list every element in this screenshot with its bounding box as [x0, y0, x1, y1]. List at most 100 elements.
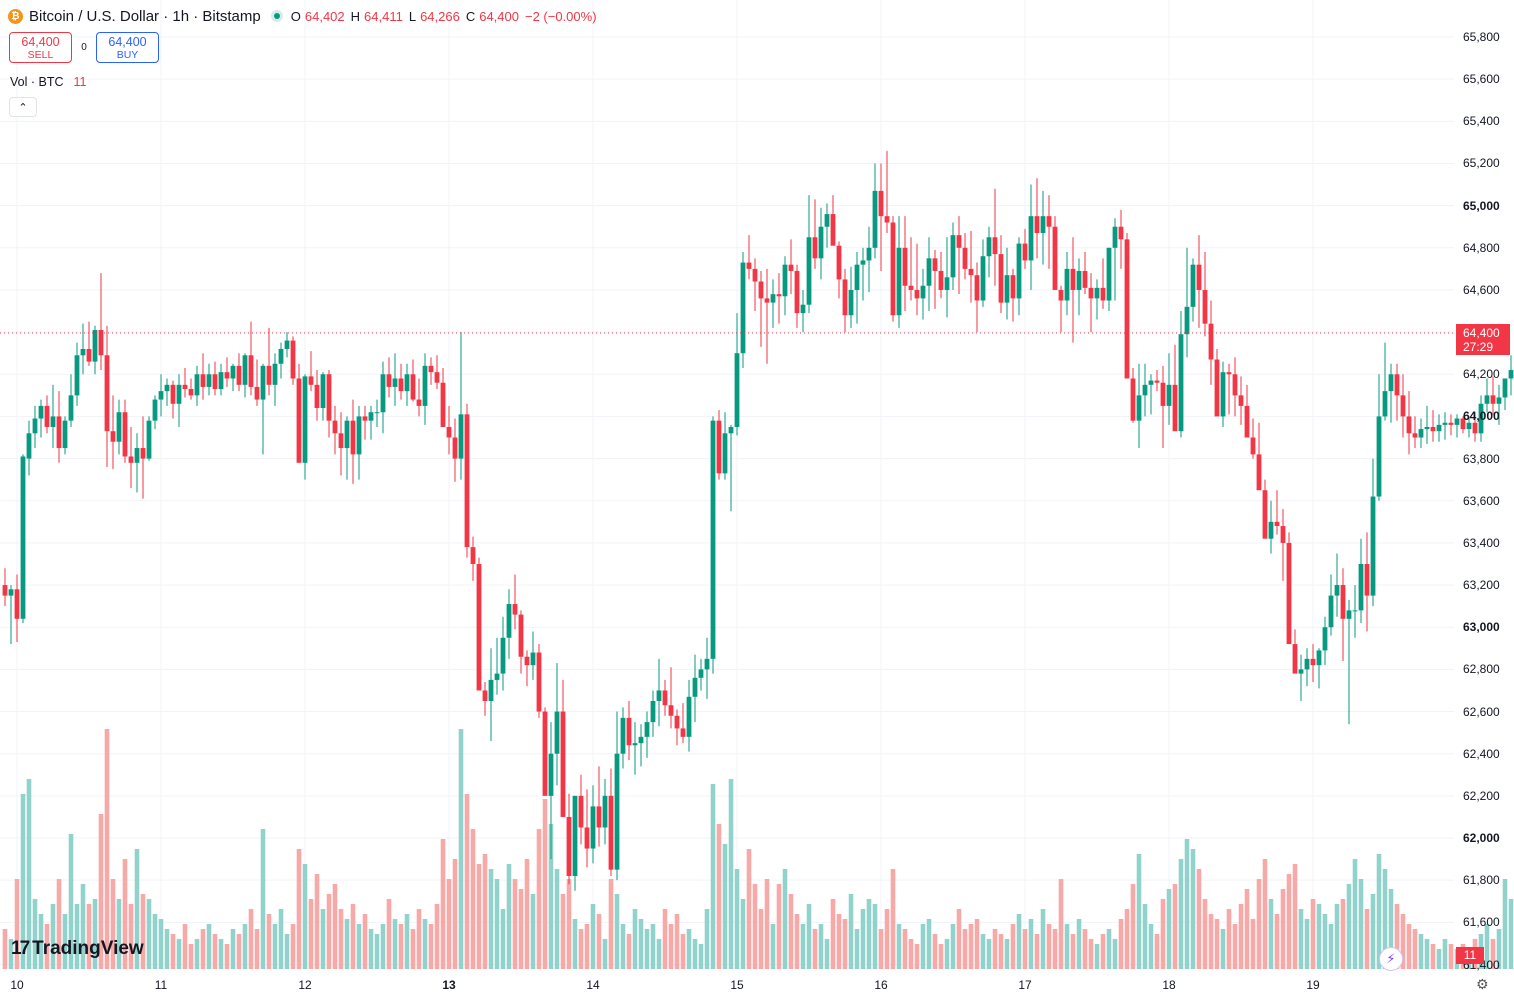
tradingview-mark-icon: 17 — [11, 938, 30, 959]
volume-bar — [1154, 934, 1160, 969]
candle-body — [530, 652, 536, 666]
candle-body — [1082, 270, 1088, 288]
candle-body — [236, 365, 242, 385]
volume-bar — [218, 939, 224, 969]
candle-body — [230, 365, 236, 379]
volume-bar — [1490, 939, 1496, 969]
volume-bar — [1334, 904, 1340, 969]
volume-bar — [1370, 894, 1376, 969]
candle-body — [554, 711, 560, 754]
candle-body — [704, 658, 710, 670]
volume-bar — [806, 904, 812, 969]
volume-bar — [980, 934, 986, 969]
candle-body — [32, 418, 38, 434]
volume-bar — [1352, 859, 1358, 969]
symbol-title[interactable]: Bitcoin / U.S. Dollar · 1h · Bitstamp — [29, 7, 261, 25]
volume-bar — [1082, 929, 1088, 969]
volume-label: Vol · BTC — [10, 75, 64, 89]
price-axis-label: 63,800 — [1463, 451, 1500, 466]
candle-body — [842, 279, 848, 316]
volume-tag: 11 — [1456, 947, 1484, 964]
candle-body — [914, 289, 920, 299]
grid-lines — [0, 0, 1454, 970]
lightning-icon[interactable]: ⚡ — [1379, 947, 1403, 971]
volume-bar — [608, 879, 614, 969]
volume-bar — [572, 919, 578, 969]
volume-bar — [1292, 864, 1298, 969]
volume-bar — [722, 844, 728, 969]
time-axis-label: 17 — [1018, 978, 1032, 992]
candle-body — [968, 268, 974, 276]
volume-bar — [1046, 924, 1052, 969]
volume-bar — [164, 929, 170, 969]
candle-body — [734, 353, 740, 427]
volume-bar — [1322, 914, 1328, 969]
candle-body — [1154, 380, 1160, 383]
candle-body — [482, 690, 488, 702]
close-value: 64,400 — [479, 8, 519, 24]
volume-bar — [566, 879, 572, 969]
volume-bar — [548, 824, 554, 969]
candle-body — [638, 736, 644, 744]
candle-body — [248, 355, 254, 387]
volume-bar — [1196, 869, 1202, 969]
volume-bar — [1232, 924, 1238, 969]
candle-body — [1106, 247, 1112, 301]
volume-bar — [278, 909, 284, 969]
settings-gear-icon[interactable]: ⚙ — [1476, 976, 1489, 992]
candle-body — [464, 414, 470, 548]
volume-bar — [182, 924, 188, 969]
candle-body — [380, 374, 386, 413]
candle-body — [1340, 585, 1346, 619]
volume-bar — [314, 874, 320, 969]
volume-bar — [1034, 934, 1040, 969]
market-status-icon[interactable] — [270, 10, 283, 22]
candle-body — [212, 374, 218, 390]
volume-bar — [68, 834, 74, 969]
volume-bar — [1268, 899, 1274, 969]
volume-bar — [680, 934, 686, 969]
change-value: −2 (−0.00%) — [524, 8, 597, 24]
candle-body — [164, 384, 170, 392]
high-value: 64,411 — [364, 8, 403, 24]
chart-header: ₿ Bitcoin / U.S. Dollar · 1h · Bitstamp … — [8, 6, 599, 26]
candle-body — [926, 258, 932, 286]
buy-button[interactable]: 64,400 BUY — [96, 32, 159, 63]
candle-body — [512, 604, 518, 615]
candle-body — [1244, 405, 1250, 438]
volume-bar — [1412, 929, 1418, 969]
candle-body — [422, 365, 428, 406]
candle-body — [758, 281, 764, 299]
volume-bar — [212, 934, 218, 969]
tradingview-logo[interactable]: 17 TradingView — [11, 938, 144, 960]
volume-bar — [962, 929, 968, 969]
volume-bar — [434, 904, 440, 969]
candle-body — [644, 722, 650, 737]
candle-body — [1484, 395, 1490, 404]
candle-body — [896, 247, 902, 316]
volume-bar — [86, 904, 92, 969]
volume-bar — [1172, 884, 1178, 969]
candle-body — [1286, 542, 1292, 645]
volume-bar — [2, 929, 8, 969]
candle-body — [1016, 243, 1022, 299]
candle-body — [374, 412, 380, 414]
price-axis-label: 62,600 — [1463, 704, 1500, 719]
time-axis-label: 12 — [298, 978, 312, 992]
candle-body — [332, 420, 338, 434]
volume-legend[interactable]: Vol · BTC 11 — [10, 75, 86, 89]
price-axis-label: 63,600 — [1463, 493, 1500, 508]
time-axis-label: 15 — [730, 978, 744, 992]
sell-button[interactable]: 64,400 SELL — [9, 32, 72, 63]
candle-body — [1190, 264, 1196, 307]
candle-body — [344, 420, 350, 449]
volume-bar — [1250, 919, 1256, 969]
collapse-button[interactable]: ⌃ — [9, 97, 37, 117]
volume-bar — [284, 934, 290, 969]
volume-bar — [842, 919, 848, 969]
volume-bar — [1052, 929, 1058, 969]
volume-bar — [830, 899, 836, 969]
sell-price: 64,400 — [21, 34, 60, 49]
candle-body — [1448, 422, 1454, 425]
